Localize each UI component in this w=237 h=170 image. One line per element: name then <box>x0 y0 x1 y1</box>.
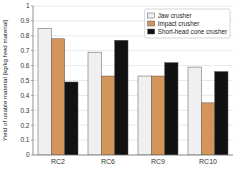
axis-line <box>33 155 233 156</box>
legend-box <box>145 9 230 38</box>
bar <box>215 72 228 155</box>
axis-line <box>33 6 34 155</box>
legend-swatch <box>148 21 155 26</box>
bar <box>101 76 114 155</box>
bar <box>38 28 51 155</box>
legend-swatch <box>148 13 155 18</box>
tick-label: 0.2 <box>20 122 29 129</box>
grid <box>33 6 233 155</box>
tick-label: 0.8 <box>20 32 29 39</box>
tick-label: RC6 <box>101 158 115 165</box>
tick-label: 1 <box>26 2 30 9</box>
bar <box>51 39 64 155</box>
bar <box>201 103 214 155</box>
bar <box>65 82 78 155</box>
tick-label: RC2 <box>51 158 65 165</box>
tick-label: 0.7 <box>20 47 29 54</box>
x-axis: RC2 RC6 RC9 RC10 <box>51 158 217 165</box>
tick-label: 0.5 <box>20 77 29 84</box>
tick-label: RC9 <box>151 158 165 165</box>
tick-label: 0 <box>26 151 30 158</box>
tick-label: 0.3 <box>20 107 29 114</box>
chart: 00.10.20.30.40.50.60.70.80.91RC2RC6RC9RC… <box>0 0 237 170</box>
axis-title: Yield of usable material [kg/kg feed mat… <box>1 19 8 141</box>
legend-label: Short-head cone crusher <box>158 28 227 35</box>
tick-label: 0.9 <box>20 17 29 24</box>
legend-swatch <box>148 29 155 34</box>
tick-label: 0.6 <box>20 62 29 69</box>
bar <box>151 76 164 155</box>
grid-line <box>33 6 233 7</box>
tick-label: 0.4 <box>20 92 29 99</box>
bar <box>115 40 128 155</box>
bar <box>138 76 151 155</box>
legend-label: Impact crusher <box>158 20 200 28</box>
tick-label: RC10 <box>199 158 217 165</box>
bar <box>88 52 101 155</box>
bar <box>165 63 178 155</box>
bar <box>188 67 201 155</box>
grid-line <box>33 155 233 156</box>
bars <box>38 28 228 155</box>
tick-label: 0.1 <box>20 136 29 143</box>
legend-label: Jaw crusher <box>158 12 192 19</box>
y-axis: 0 0.1 0.2 0.3 0.4 0.5 0.6 0.7 0.8 0.9 1 <box>20 2 33 158</box>
legend: Jaw crusherImpact crusherShort-head cone… <box>145 9 230 38</box>
